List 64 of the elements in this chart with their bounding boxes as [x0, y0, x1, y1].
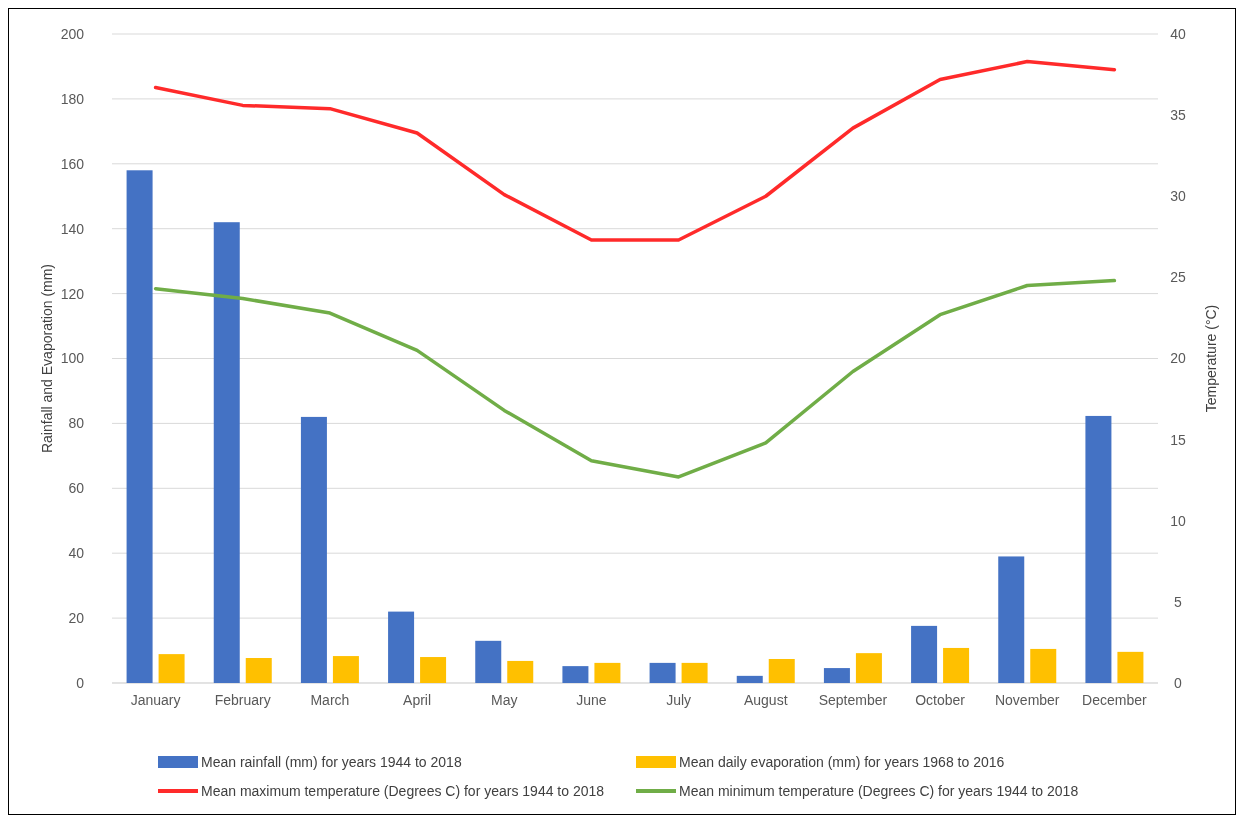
- y2-tick-label: 0: [1174, 674, 1183, 691]
- x-tick-label: December: [1082, 692, 1148, 708]
- y2-tick-label: 25: [1170, 269, 1186, 286]
- bar: [855, 653, 882, 683]
- y-tick-label: 80: [68, 415, 85, 432]
- bar: [388, 611, 415, 683]
- y-tick-label: 40: [68, 545, 85, 562]
- bar: [1030, 648, 1057, 683]
- bar: [594, 662, 621, 683]
- bar: [126, 170, 153, 683]
- bar: [911, 625, 938, 683]
- y2-tick-label: 20: [1170, 350, 1186, 367]
- x-tick-label: March: [310, 692, 350, 708]
- x-tick-label: November: [994, 692, 1060, 708]
- bar: [943, 647, 970, 683]
- legend-label: Mean minimum temperature (Degrees C) for years 1944 to 2018: [679, 782, 1079, 799]
- bar: [562, 666, 589, 683]
- bar: [681, 662, 708, 683]
- bar: [420, 657, 447, 683]
- y2-tick-label: 15: [1170, 431, 1186, 448]
- y-tick-label: 180: [60, 90, 85, 107]
- bar: [1085, 415, 1112, 683]
- x-tick-label: January: [130, 692, 181, 708]
- legend-label: Mean daily evaporation (mm) for years 1968 to 2016: [679, 753, 1005, 770]
- x-tick-label: October: [915, 692, 966, 708]
- x-tick-label: February: [214, 692, 271, 708]
- y2-tick-label: 5: [1174, 593, 1183, 610]
- x-tick-label: September: [818, 692, 888, 708]
- bar: [823, 668, 850, 683]
- y-tick-label: 120: [60, 285, 85, 302]
- y-tick-label: 60: [68, 480, 85, 497]
- legend-label: Mean maximum temperature (Degrees C) for years 1944 to 2018: [201, 782, 605, 799]
- y2-axis-title: Temperature (°C): [1203, 304, 1219, 413]
- bar: [475, 640, 502, 683]
- bar: [332, 656, 359, 683]
- line-series: [153, 278, 1117, 479]
- y-axis-title: Rainfall and Evaporation (mm): [39, 263, 55, 454]
- bar: [300, 416, 327, 683]
- bar: [998, 556, 1025, 683]
- y-tick-label: 140: [60, 220, 85, 237]
- bar: [158, 654, 185, 683]
- bar: [768, 658, 795, 683]
- y-tick-label: 20: [68, 610, 85, 626]
- bar: [736, 675, 763, 683]
- bar: [213, 222, 240, 683]
- bar: [649, 662, 676, 683]
- x-tick-label: May: [491, 692, 518, 708]
- y2-tick-label: 35: [1170, 107, 1186, 124]
- x-tick-label: August: [743, 692, 788, 708]
- line-series: [153, 59, 1117, 242]
- legend-label: Mean rainfall (mm) for years 1944 to 2018: [201, 753, 462, 770]
- y-tick-label: 0: [76, 674, 85, 691]
- y-tick-label: 200: [60, 25, 85, 42]
- bar: [1117, 651, 1144, 683]
- y2-tick-label: 30: [1170, 188, 1186, 205]
- y2-tick-label: 10: [1170, 512, 1186, 529]
- x-tick-label: April: [403, 692, 432, 708]
- y2-tick-label: 40: [1170, 25, 1186, 42]
- x-tick-label: June: [576, 692, 607, 708]
- bar: [245, 658, 272, 683]
- y-tick-label: 160: [60, 155, 85, 172]
- x-tick-label: July: [666, 692, 692, 708]
- bar: [507, 660, 534, 683]
- y-tick-label: 100: [60, 350, 85, 367]
